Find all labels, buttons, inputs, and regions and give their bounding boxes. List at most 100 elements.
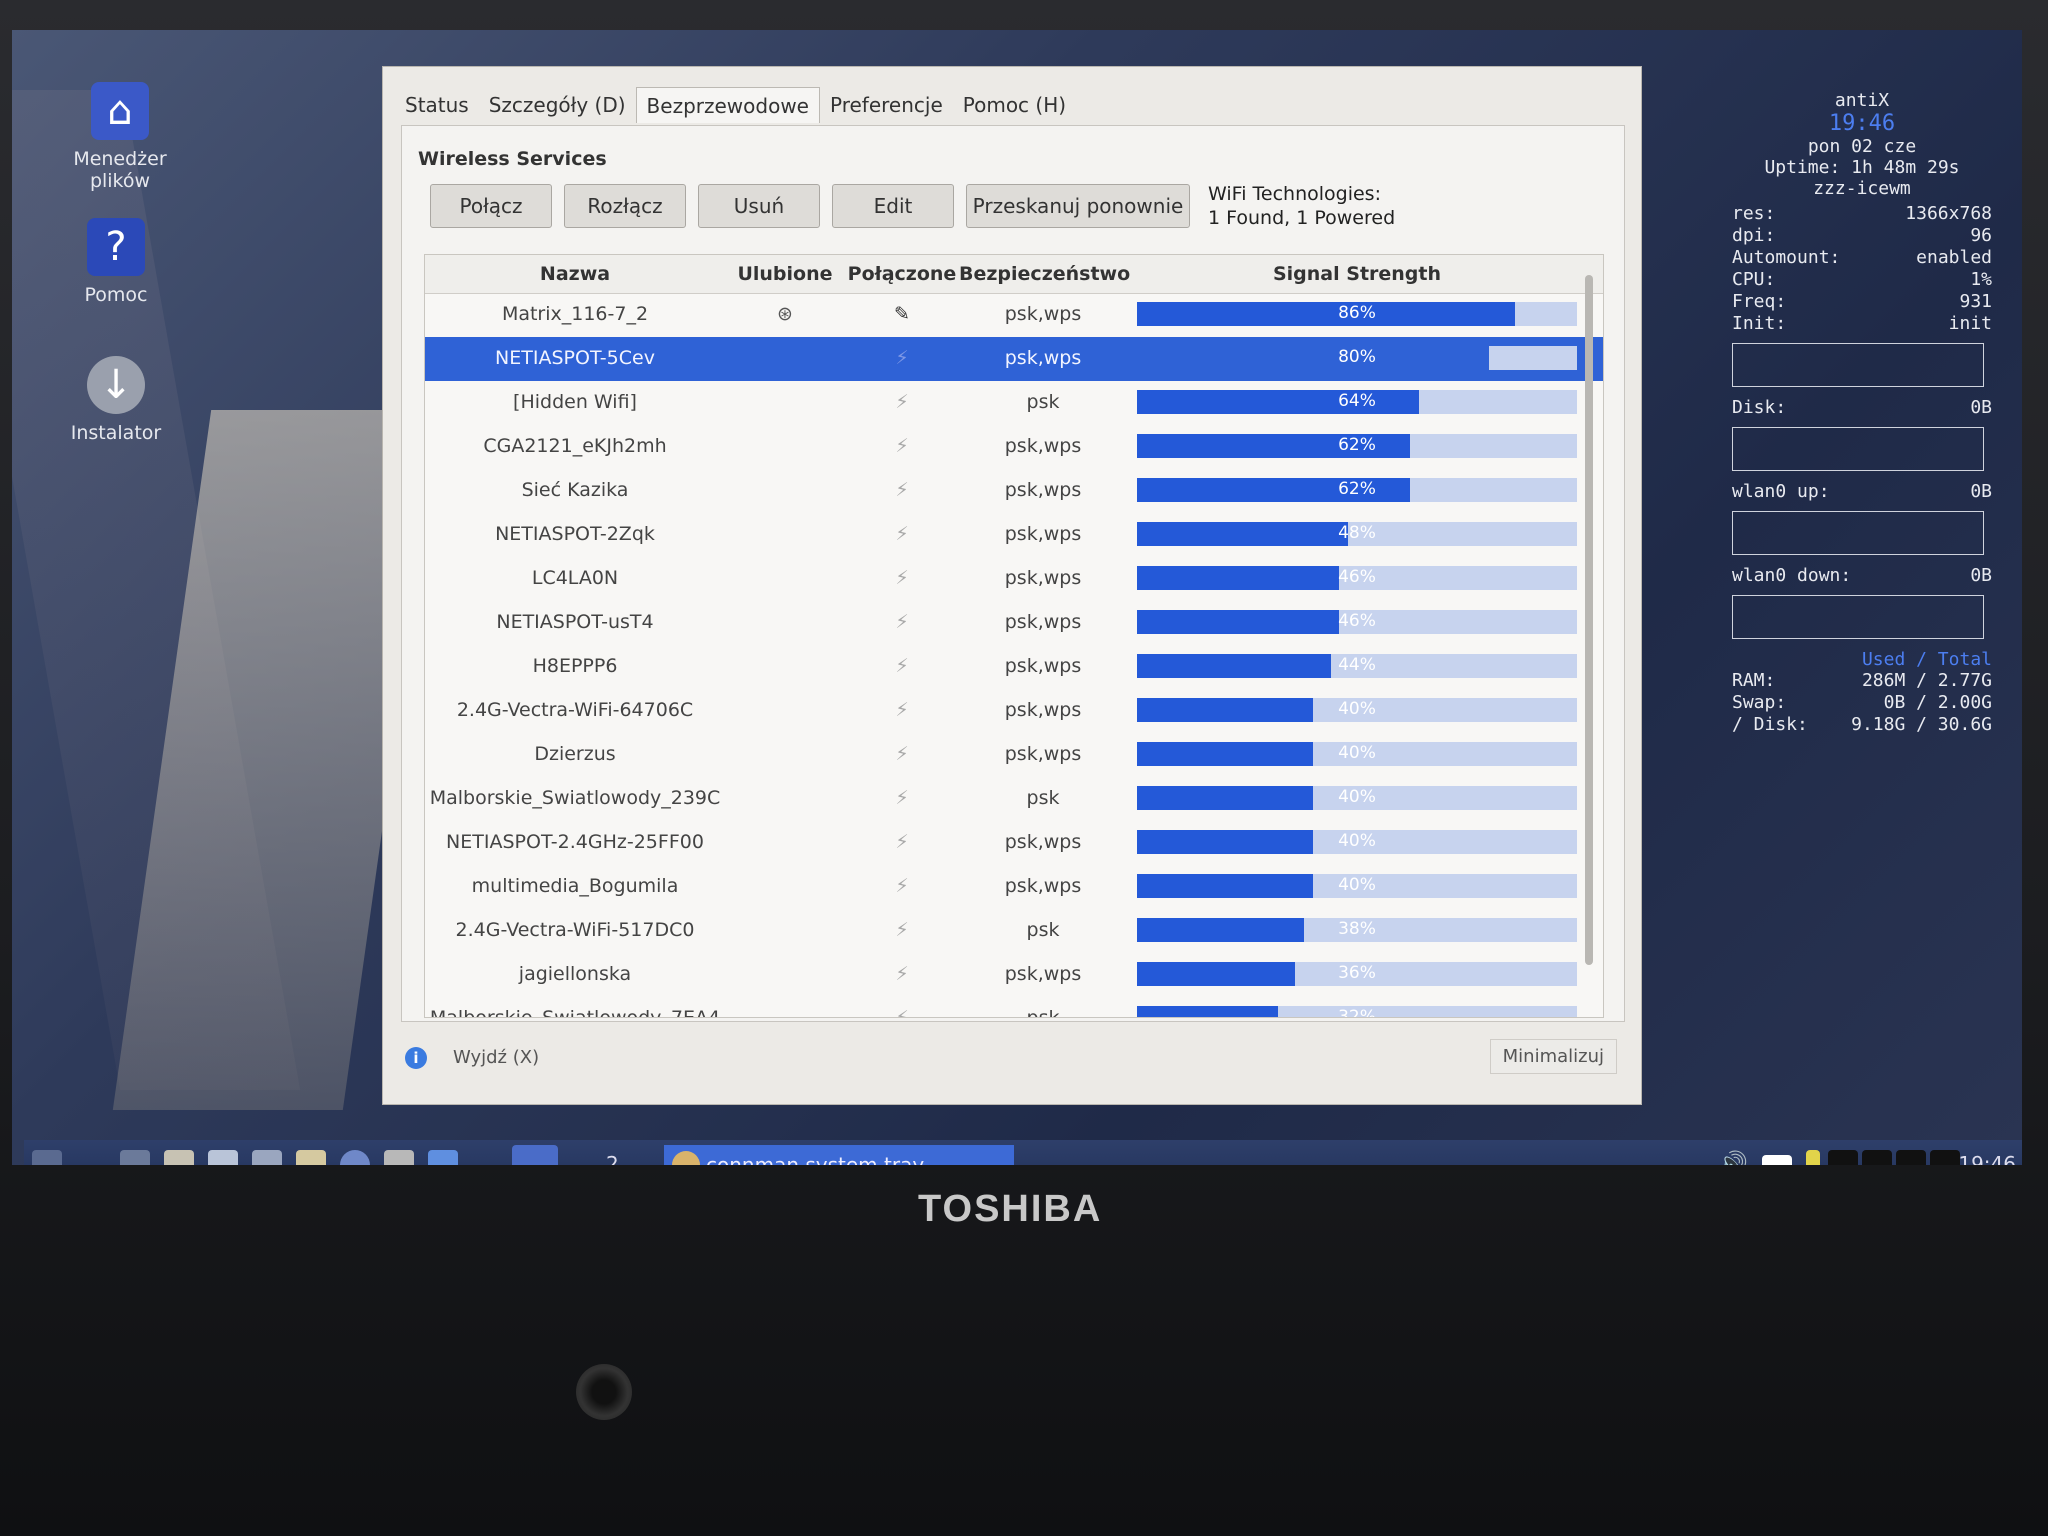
desktop-icon-file-manager[interactable]: ⌂ Menedżer plików [60, 82, 180, 192]
conky-wlan-up-row: wlan0 up: 0B [1732, 481, 1992, 503]
signal-bar-fill [1137, 786, 1313, 810]
signal-bar: 46% [1137, 610, 1577, 634]
wifi-technologies-info: WiFi Technologies: 1 Found, 1 Powered [1208, 182, 1395, 230]
connected-icon: ✎ [894, 303, 910, 325]
signal-bar-fill [1137, 478, 1410, 502]
tab-preferences[interactable]: Preferencje [829, 93, 943, 117]
signal-bar-fill [1137, 346, 1489, 370]
network-security: psk,wps [1004, 523, 1082, 545]
task-connman-tray[interactable]: connman system tray [664, 1145, 1014, 1165]
tab-wireless[interactable]: Bezprzewodowe [635, 87, 820, 123]
edit-button[interactable]: Edit [832, 184, 954, 228]
table-row[interactable]: NETIASPOT-2.4GHz-25FF00 ⚡ psk,wps 40% [425, 821, 1603, 865]
remove-button[interactable]: Usuń [698, 184, 820, 228]
terminal-icon[interactable] [164, 1150, 194, 1165]
conky-value: 0B [1970, 397, 1992, 418]
calendar-icon[interactable] [296, 1150, 326, 1165]
favorite-wifi-icon: ⊛ [777, 303, 793, 325]
network-name: Sieć Kazika [521, 479, 629, 501]
column-header-favorite[interactable]: Ulubione [737, 263, 833, 285]
table-row[interactable]: 2.4G-Vectra-WiFi-64706C ⚡ psk,wps 40% [425, 689, 1603, 733]
table-row[interactable]: Dzierzus ⚡ psk,wps 40% [425, 733, 1603, 777]
app-icon[interactable] [428, 1150, 458, 1165]
tab-help[interactable]: Pomoc (H) [962, 93, 1067, 117]
editor-icon[interactable] [252, 1150, 282, 1165]
minimize-button[interactable]: Minimalizuj [1489, 1039, 1617, 1074]
signal-bar: 32% [1137, 1006, 1577, 1017]
table-scrollbar[interactable] [1585, 275, 1593, 965]
help-icon: ? [87, 218, 145, 276]
column-header-security[interactable]: Bezpieczeństwo [959, 263, 1131, 285]
files-icon[interactable] [208, 1150, 238, 1165]
table-row[interactable]: H8EPPP6 ⚡ psk,wps 44% [425, 645, 1603, 689]
network-security: psk,wps [1004, 567, 1082, 589]
table-row[interactable]: NETIASPOT-2Zqk ⚡ psk,wps 48% [425, 513, 1603, 557]
network-security: psk,wps [1004, 479, 1082, 501]
conky-value: 1% [1970, 269, 1992, 290]
column-header-name[interactable]: Nazwa [539, 263, 611, 285]
network-name: 2.4G-Vectra-WiFi-64706C [456, 699, 694, 721]
conky-label: Automount: [1732, 247, 1841, 268]
connect-button[interactable]: Połącz [430, 184, 552, 228]
taskbar-clock[interactable]: 19:46 [1958, 1152, 2016, 1165]
keyboard-layout-icon[interactable] [1762, 1155, 1792, 1165]
conky-stat-row: Freq: 931 [1732, 291, 1992, 313]
desktop-icon-help[interactable]: ? Pomoc [56, 218, 176, 306]
signal-bar: 36% [1137, 962, 1577, 986]
rescan-button[interactable]: Przeskanuj ponownie [966, 184, 1190, 228]
conky-value: enabled [1916, 247, 1992, 268]
quit-button[interactable]: Wyjdź (X) [453, 1047, 540, 1068]
app-icon[interactable] [384, 1150, 414, 1165]
conky-value: init [1948, 313, 1992, 334]
network-security: psk [1026, 1007, 1060, 1018]
laptop-hinge-detail [576, 1364, 632, 1420]
table-row[interactable]: CGA2121_eKJh2mh ⚡ psk,wps 62% [425, 425, 1603, 469]
show-desktop-icon[interactable] [120, 1150, 150, 1165]
table-row[interactable]: [Hidden Wifi] ⚡ psk 64% [425, 381, 1603, 425]
signal-percent: 62% [1338, 435, 1376, 455]
disconnected-icon: ⚡ [895, 787, 909, 809]
desktop-icon-label: Menedżer plików [73, 148, 167, 192]
workspace-button-1[interactable] [512, 1145, 558, 1165]
tab-status[interactable]: Status [405, 93, 469, 117]
column-header-connected[interactable]: Połączone [847, 263, 957, 285]
cpu-monitor-icon [1806, 1150, 1820, 1165]
volume-icon[interactable]: 🔊 [1718, 1150, 1748, 1165]
signal-bar-fill [1137, 830, 1313, 854]
table-row[interactable]: jagiellonska ⚡ psk,wps 36% [425, 953, 1603, 997]
disconnected-icon: ⚡ [895, 875, 909, 897]
desktop-icon-installer[interactable]: ↓ Instalator [56, 356, 176, 444]
table-row[interactable]: multimedia_Bogumila ⚡ psk,wps 40% [425, 865, 1603, 909]
info-icon[interactable]: i [405, 1047, 427, 1069]
table-row[interactable]: Matrix_116-7_2 ⊛ ✎ psk,wps 86% [425, 293, 1603, 337]
conky-value: 9.18G / 30.6G [1851, 714, 1992, 735]
table-row[interactable]: Sieć Kazika ⚡ psk,wps 62% [425, 469, 1603, 513]
table-row[interactable]: Malborskie_Swiatlowody_7EA4 ⚡ psk 32% [425, 997, 1603, 1018]
desktop-icon-label: Pomoc [84, 284, 148, 306]
signal-bar: 64% [1137, 390, 1577, 414]
wlan-down-graph [1732, 595, 1984, 639]
conky-usage-row: Swap: 0B / 2.00G [1732, 692, 1992, 714]
disconnected-icon: ⚡ [895, 655, 909, 677]
column-header-signal[interactable]: Signal Strength [1272, 263, 1442, 285]
wlan-up-graph [1732, 511, 1984, 555]
table-row[interactable]: Malborskie_Swiatlowody_239C ⚡ psk 40% [425, 777, 1603, 821]
start-menu-icon[interactable] [32, 1150, 62, 1165]
table-row[interactable]: NETIASPOT-usT4 ⚡ psk,wps 46% [425, 601, 1603, 645]
table-row[interactable]: LC4LA0N ⚡ psk,wps 46% [425, 557, 1603, 601]
disconnect-button[interactable]: Rozłącz [564, 184, 686, 228]
workspace-button-2[interactable]: 2 [606, 1152, 619, 1165]
conky-stat-row: Automount: enabled [1732, 247, 1992, 269]
signal-percent: 48% [1338, 523, 1376, 543]
conky-label: Freq: [1732, 291, 1787, 312]
signal-bar: 44% [1137, 654, 1577, 678]
tab-details[interactable]: Szczegóły (D) [488, 93, 626, 117]
disconnected-icon: ⚡ [895, 743, 909, 765]
browser-icon[interactable] [340, 1150, 370, 1165]
network-security: psk [1026, 787, 1060, 809]
signal-bar: 40% [1137, 698, 1577, 722]
network-name: Malborskie_Swiatlowody_7EA4 [429, 1007, 721, 1018]
table-row[interactable]: NETIASPOT-5Cev ⚡ psk,wps 80% [425, 337, 1603, 381]
screen: ⌂ Menedżer plików ? Pomoc ↓ Instalator S… [12, 30, 2022, 1165]
table-row[interactable]: 2.4G-Vectra-WiFi-517DC0 ⚡ psk 38% [425, 909, 1603, 953]
